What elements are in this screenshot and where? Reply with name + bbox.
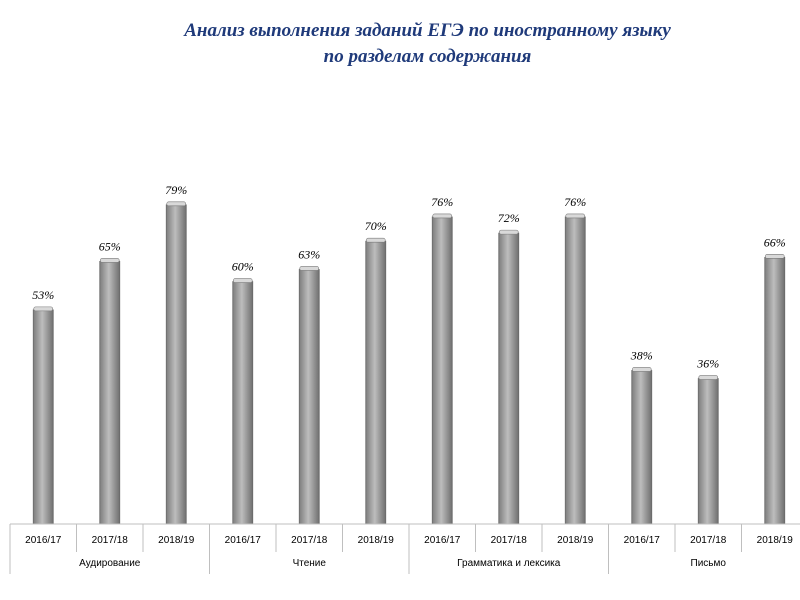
- bar-1-0: [232, 281, 254, 525]
- bar-top-3-2: [764, 254, 785, 259]
- bar-top-0-0: [33, 306, 54, 312]
- data-label-1-1: 63%: [298, 247, 320, 261]
- year-tick-label-2-2: 2018/19: [557, 535, 594, 546]
- bar-top-2-2: [565, 213, 586, 219]
- year-tick-label-1-0: 2016/17: [225, 535, 262, 546]
- data-label-2-2: 76%: [564, 195, 586, 209]
- bar-0-0: [32, 309, 54, 525]
- data-label-2-0: 76%: [431, 195, 453, 209]
- data-label-1-2: 70%: [365, 219, 387, 233]
- bar-top-2-0: [432, 213, 453, 219]
- year-tick-label-3-2: 2018/19: [757, 535, 794, 546]
- bar-top-3-0: [631, 367, 652, 372]
- data-label-3-0: 38%: [630, 348, 653, 362]
- bar-top-1-0: [232, 278, 253, 283]
- year-tick-label-2-0: 2016/17: [424, 535, 461, 546]
- bar-1-1: [298, 269, 320, 525]
- year-tick-label-0-2: 2018/19: [158, 535, 195, 546]
- year-tick-label-3-1: 2017/18: [690, 535, 727, 546]
- bar-3-0: [631, 370, 653, 525]
- bar-0-1: [99, 260, 121, 525]
- bar-top-2-1: [498, 229, 519, 235]
- year-tick-label-3-0: 2016/17: [624, 535, 661, 546]
- year-tick-label-1-2: 2018/19: [358, 535, 395, 546]
- bar-top-1-2: [365, 237, 386, 243]
- year-tick-label-2-1: 2017/18: [491, 535, 528, 546]
- data-label-2-1: 72%: [498, 211, 520, 225]
- data-label-0-0: 53%: [32, 288, 54, 302]
- year-tick-label-0-0: 2016/17: [25, 535, 62, 546]
- bar-2-1: [498, 232, 520, 525]
- year-tick-label-1-1: 2017/18: [291, 535, 328, 546]
- data-label-3-2: 66%: [764, 235, 786, 249]
- bar-2-0: [431, 216, 453, 525]
- chart-title: Анализ выполнения заданий ЕГЭ по иностра…: [0, 18, 800, 70]
- chart-title-line-2: по разделам содержания: [323, 46, 532, 67]
- bar-top-0-2: [166, 201, 187, 207]
- chart-title-line-1: Анализ выполнения заданий ЕГЭ по иностра…: [184, 20, 671, 41]
- bar-top-1-1: [299, 266, 320, 271]
- bar-top-3-1: [698, 375, 719, 380]
- group-label-3: Письмо: [691, 558, 727, 569]
- bar-3-1: [697, 378, 719, 525]
- group-label-2: Грамматика и лексика: [457, 558, 561, 569]
- data-label-0-2: 79%: [165, 183, 187, 197]
- data-label-0-1: 65%: [99, 239, 121, 253]
- data-label-3-1: 36%: [696, 357, 719, 371]
- data-label-1-0: 60%: [232, 260, 254, 274]
- bar-1-2: [365, 240, 387, 525]
- bar-3-2: [764, 256, 786, 525]
- bar-2-2: [564, 216, 586, 525]
- bar-0-2: [165, 204, 187, 525]
- group-label-1: Чтение: [293, 558, 327, 569]
- year-tick-label-0-1: 2017/18: [92, 535, 129, 546]
- group-label-0: Аудирование: [79, 558, 141, 569]
- bar-top-0-1: [99, 258, 120, 263]
